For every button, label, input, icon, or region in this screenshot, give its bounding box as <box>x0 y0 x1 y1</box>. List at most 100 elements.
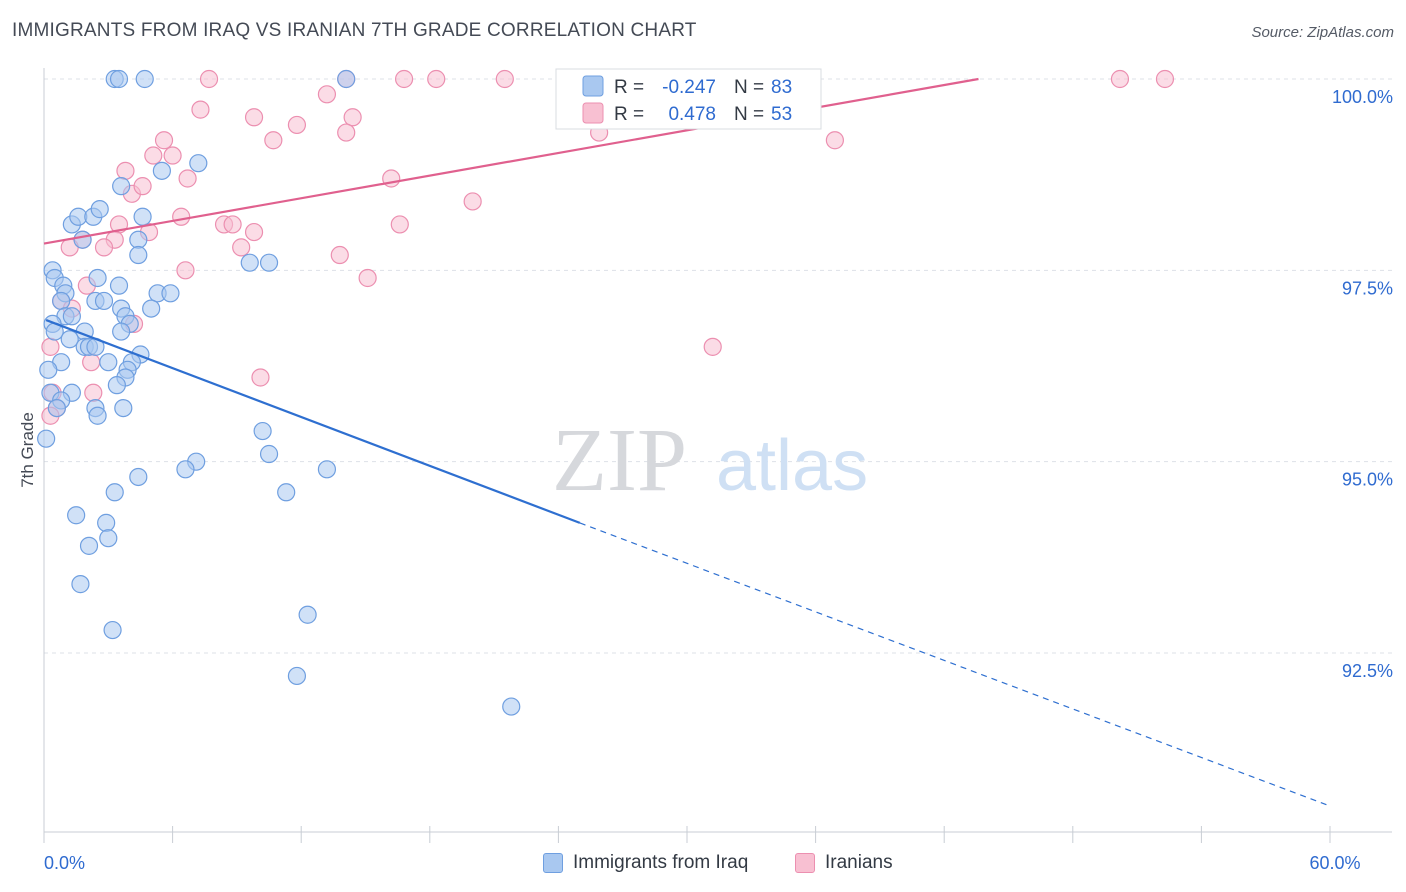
y-tick-label: 97.5% <box>1342 278 1393 298</box>
iraq-point <box>129 467 148 487</box>
iraq-point <box>90 200 109 219</box>
watermark: ZIP atlas <box>552 411 868 510</box>
legend-r-value-iranians: 0.478 <box>668 104 716 125</box>
iraq-point <box>79 536 99 555</box>
iranians-point <box>41 337 60 356</box>
iranians-point <box>178 169 197 188</box>
legend-swatch-iranians-bottom <box>795 853 815 873</box>
iranians-point <box>144 146 163 165</box>
iraq-point <box>240 253 259 272</box>
iranians-point <box>191 100 210 119</box>
iraq-point <box>502 697 521 716</box>
trend-lines <box>43 77 1331 807</box>
iraq-point <box>287 666 307 686</box>
iranians-point <box>825 131 844 150</box>
y-tick-label: 92.5% <box>1342 661 1393 681</box>
legend-swatch-iraq-bottom <box>543 853 563 873</box>
iranians-point <box>1110 69 1130 89</box>
iraq-point <box>176 460 195 479</box>
iraq-point <box>133 207 152 226</box>
legend-bottom: Immigrants from Iraq Iranians <box>0 852 1406 878</box>
iranians-point <box>317 85 337 104</box>
iraq-point <box>39 360 58 379</box>
iranians-point <box>287 115 307 135</box>
iraq-point <box>94 291 114 311</box>
iranians-point <box>251 368 270 387</box>
legend-n-value-iraq: 83 <box>771 77 792 98</box>
y-tick-label: 95.0% <box>1342 470 1393 490</box>
iraq-point <box>129 245 148 265</box>
iranians-point <box>330 245 349 265</box>
legend-n-value-iranians: 53 <box>771 104 792 125</box>
legend-swatch-iraq <box>582 75 604 97</box>
iranians-point <box>390 215 409 234</box>
iranians-point <box>703 337 722 356</box>
iranians-point <box>223 215 242 234</box>
iranians-point <box>427 69 446 89</box>
y-axis-label: 7th Grade <box>18 412 37 488</box>
iranians-point <box>1155 69 1175 89</box>
iraq-point <box>253 421 272 441</box>
iraq-point <box>97 513 116 532</box>
iranians-point <box>116 161 135 180</box>
x-tick-label: 60.0% <box>1309 853 1360 873</box>
iraq-point <box>62 307 81 326</box>
iranians-point <box>244 222 264 242</box>
iraq-point <box>112 177 131 196</box>
legend-item-iraq[interactable]: Immigrants from Iraq <box>543 852 748 874</box>
watermark-zip: ZIP <box>552 411 687 510</box>
iraq-point <box>73 230 92 249</box>
grid-lines <box>44 78 1392 654</box>
iraq-point <box>109 69 129 89</box>
iranians-point <box>358 268 377 288</box>
legend-n-label-iraq: N = <box>734 77 764 98</box>
iraq-point <box>88 268 107 288</box>
iranians-point <box>232 238 251 257</box>
iraq-point <box>88 406 107 425</box>
iranians-point <box>199 69 219 89</box>
iraq-point <box>103 620 122 640</box>
iranians-point <box>337 123 356 142</box>
iraq-point <box>152 161 171 180</box>
iraq-point <box>47 398 66 418</box>
legend-label-iraq: Immigrants from Iraq <box>573 852 749 873</box>
iraq-point <box>67 506 86 525</box>
iranians-point <box>163 146 182 165</box>
iranians-point <box>394 69 414 89</box>
legend-swatch-iranians <box>582 102 604 124</box>
iraq-point <box>99 353 118 372</box>
iraq-point <box>129 230 148 249</box>
chart-source: Source: ZipAtlas.com <box>1251 24 1394 41</box>
watermark-atlas: atlas <box>716 426 868 506</box>
iraq-point <box>99 529 118 548</box>
iranians-point <box>463 192 482 211</box>
iranians-point <box>154 131 174 150</box>
iraq-point <box>71 575 90 594</box>
iraq-point <box>60 330 79 349</box>
iranians-trend-line <box>43 77 979 245</box>
iranians-point <box>343 108 362 127</box>
iraq-point <box>259 444 279 464</box>
iraq-point <box>259 253 279 272</box>
iranians-point <box>172 207 191 226</box>
iraq-point <box>337 69 356 89</box>
iraq-point <box>161 284 180 303</box>
iraq-point <box>298 605 317 624</box>
legend-r-value-iraq: -0.247 <box>662 77 716 98</box>
iraq-point <box>107 376 126 395</box>
iranians-point <box>94 238 114 257</box>
legend-item-iranians[interactable]: Iranians <box>795 852 893 874</box>
iranians-point <box>82 353 101 372</box>
iraq-point <box>109 276 129 295</box>
y-tick-label: 100.0% <box>1332 87 1393 107</box>
chart-title: IMMIGRANTS FROM IRAQ VS IRANIAN 7TH GRAD… <box>12 20 697 41</box>
iranians-point <box>133 177 152 196</box>
iranians-point <box>495 69 514 89</box>
iraq-point <box>112 322 131 341</box>
iraq-point <box>135 69 154 89</box>
legend-top: R = -0.247 N = 83 R = 0.478 N = 53 <box>555 68 822 130</box>
iraq-point <box>52 291 71 311</box>
iraq-point <box>142 299 161 318</box>
iraq-point <box>277 483 296 502</box>
